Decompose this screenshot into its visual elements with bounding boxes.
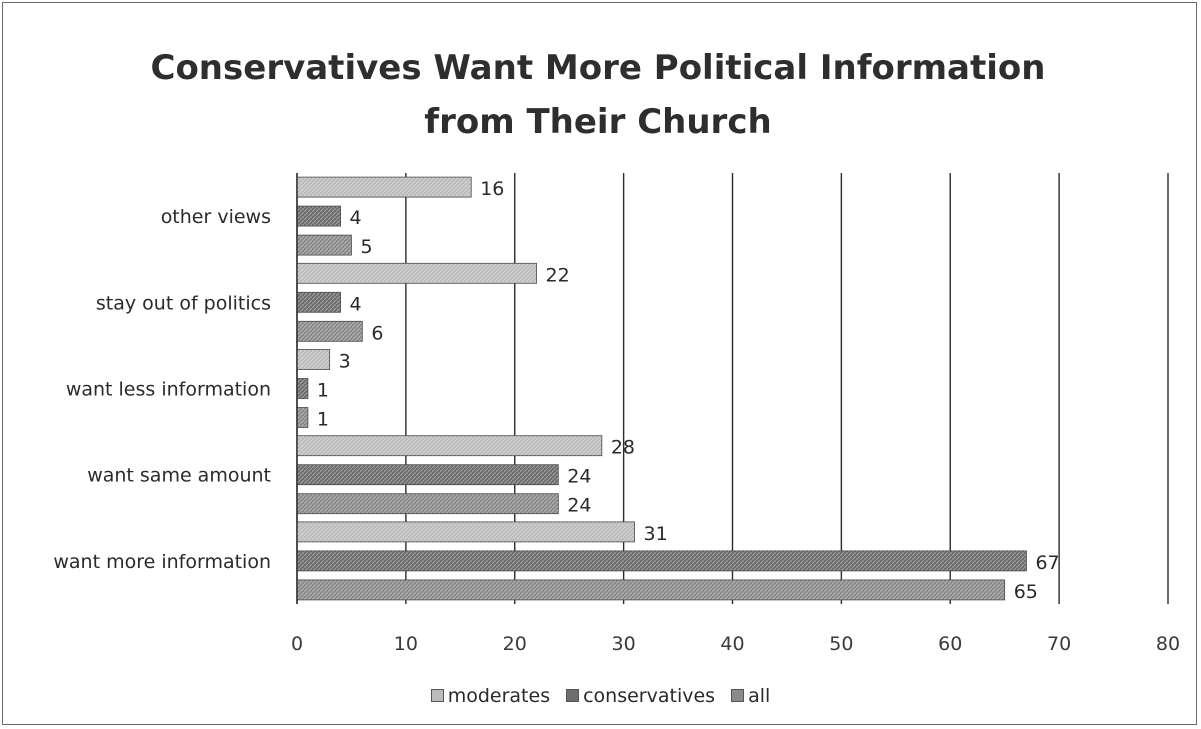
data-label-conservatives: 4: [350, 293, 362, 315]
bar-all: [296, 407, 309, 428]
chart-title-line-1: Conservatives Want More Political Inform…: [150, 48, 1046, 88]
bar-moderates: [296, 349, 331, 370]
data-label-all: 6: [371, 322, 383, 344]
x-tick-label-60: 60: [938, 633, 962, 655]
bar-moderates: [296, 521, 635, 543]
chart-title: Conservatives Want More Political Inform…: [3, 41, 1193, 149]
data-label-moderates: 28: [611, 437, 635, 459]
x-tick-label-80: 80: [1156, 633, 1180, 655]
category-label: stay out of politics: [96, 292, 271, 314]
legend-swatch-conservatives: [566, 689, 580, 702]
x-tick-label-50: 50: [829, 633, 853, 655]
bar-conservatives: [296, 291, 341, 313]
data-label-moderates: 31: [644, 523, 668, 545]
x-tick-label-30: 30: [612, 633, 636, 655]
category-label: want less information: [66, 379, 271, 401]
x-tick-label-0: 0: [291, 633, 303, 655]
bar-all: [296, 234, 352, 256]
bar-all: [296, 493, 559, 515]
legend-item-moderates: moderates: [430, 685, 551, 707]
legend-item-conservatives: conservatives: [566, 685, 715, 707]
bar-moderates: [296, 176, 472, 198]
legend-item-all: all: [731, 685, 770, 707]
x-tick-label-40: 40: [720, 633, 744, 655]
data-label-all: 5: [360, 236, 372, 258]
data-label-moderates: 16: [480, 178, 504, 200]
legend-label-all: all: [748, 685, 771, 707]
category-label: want same amount: [87, 465, 271, 487]
x-tick-label-20: 20: [503, 633, 527, 655]
x-tick-label-10: 10: [394, 633, 418, 655]
bar-all: [296, 320, 363, 342]
bar-conservatives: [296, 205, 341, 227]
data-label-moderates: 22: [546, 264, 570, 286]
bar-all: [296, 579, 1006, 601]
bar-conservatives: [296, 550, 1027, 572]
chart-title-line-2: from Their Church: [424, 102, 772, 142]
legend-swatch-moderates: [430, 689, 444, 702]
data-label-moderates: 3: [339, 351, 351, 373]
x-tick-label-70: 70: [1047, 633, 1071, 655]
data-label-conservatives: 24: [567, 466, 591, 488]
bar-conservatives: [296, 464, 559, 486]
legend-swatch-all: [731, 689, 745, 702]
category-label: other views: [161, 206, 271, 228]
chart-legend: moderates conservatives all: [0, 685, 1201, 707]
bar-moderates: [296, 262, 537, 284]
data-label-conservatives: 1: [317, 380, 329, 402]
data-label-all: 24: [567, 495, 591, 517]
data-label-all: 65: [1014, 581, 1038, 603]
data-label-conservatives: 67: [1035, 552, 1059, 574]
data-label-conservatives: 4: [350, 207, 362, 229]
bar-moderates: [296, 435, 603, 457]
bar-conservatives: [296, 378, 309, 399]
legend-label-moderates: moderates: [447, 685, 551, 707]
legend-label-conservatives: conservatives: [583, 685, 716, 707]
category-label: want more information: [53, 551, 271, 573]
data-label-all: 1: [317, 409, 329, 431]
